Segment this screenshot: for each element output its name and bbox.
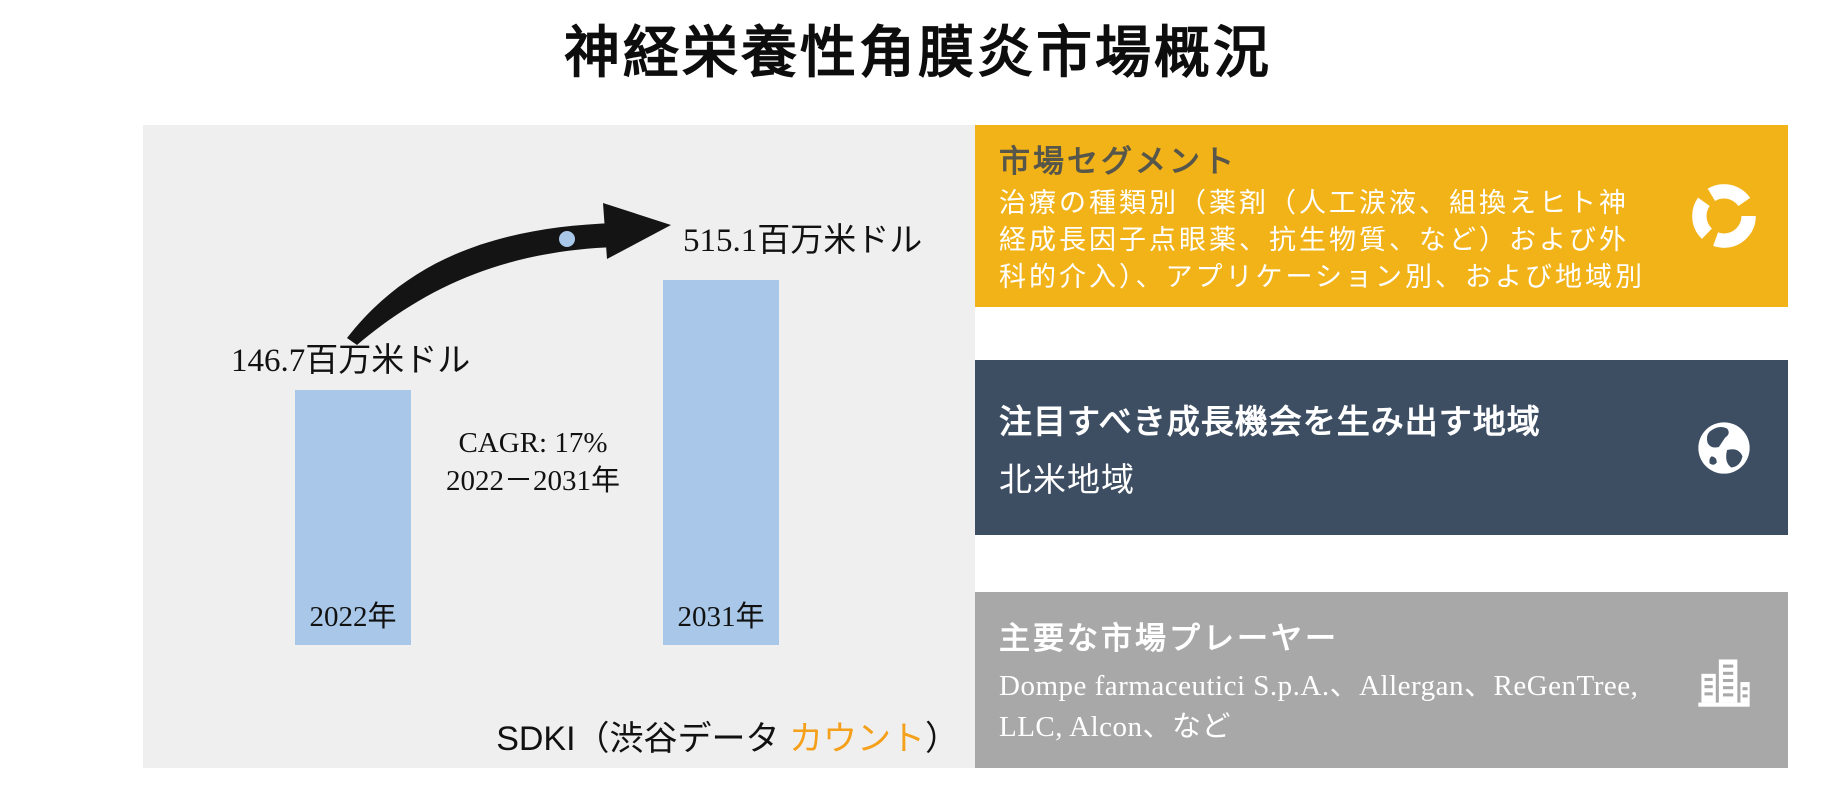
building-tower-right bbox=[1740, 682, 1750, 703]
donut-chart-icon-svg bbox=[1692, 184, 1756, 248]
bar-2031-category-label: 2031年 bbox=[677, 601, 765, 633]
globe-land-south bbox=[1709, 455, 1717, 465]
source-prefix: SDKI（渋谷データ bbox=[496, 720, 789, 758]
building-base bbox=[1698, 702, 1750, 707]
bar-2031-value-label: 515.1百万米ドル bbox=[683, 223, 923, 259]
cagr-annotation: CAGR: 17% 2022－2031年 bbox=[383, 425, 683, 500]
bar-2022-category-label: 2022年 bbox=[309, 601, 397, 633]
globe-land-east bbox=[1726, 448, 1743, 467]
growth-arrow-head bbox=[603, 203, 671, 259]
market-players-text: 主要な市場プレーヤー Dompe farmaceutici S.p.A.、All… bbox=[975, 605, 1660, 755]
market-segment-text: 市場セグメント 治療の種類別（薬剤（人工涙液、組換えヒト神経成長因子点眼薬、抗生… bbox=[975, 128, 1660, 305]
market-players-body: Dompe farmaceutici S.p.A.、Allergan、ReGen… bbox=[999, 669, 1639, 743]
buildings-icon bbox=[1660, 641, 1788, 719]
arrow-dot bbox=[559, 231, 575, 247]
growth-arrow-shaft bbox=[347, 223, 615, 345]
market-segment-body: 治療の種類別（薬剤（人工涙液、組換えヒト神経成長因子点眼薬、抗生物質、など）およ… bbox=[999, 187, 1645, 293]
market-segment-heading: 市場セグメント bbox=[999, 143, 1237, 179]
building-windows bbox=[1704, 664, 1748, 698]
source-suffix: ） bbox=[925, 720, 959, 758]
bar-2022: 2022年 bbox=[295, 390, 411, 645]
globe-land-west bbox=[1706, 426, 1729, 447]
market-segment-panel: 市場セグメント 治療の種類別（薬剤（人工涙液、組換えヒト神経成長因子点眼薬、抗生… bbox=[975, 125, 1788, 307]
cagr-line2: 2022－2031年 bbox=[445, 464, 620, 497]
market-size-chart: 146.7百万米ドル 515.1百万米ドル 2022年 2031年 CAGR: … bbox=[143, 125, 975, 768]
growth-region-body: 北米地域 bbox=[999, 462, 1135, 499]
globe-icon bbox=[1660, 409, 1788, 487]
cagr-line1: CAGR: 17% bbox=[458, 427, 608, 459]
market-players-panel: 主要な市場プレーヤー Dompe farmaceutici S.p.A.、All… bbox=[975, 592, 1788, 768]
source-highlight: カウント bbox=[789, 720, 925, 758]
source-attribution: SDKI（渋谷データ カウント） bbox=[496, 711, 959, 760]
growth-region-text: 注目すべき成長機会を生み出す地域 北米地域 bbox=[975, 387, 1660, 509]
globe-icon-svg bbox=[1698, 421, 1750, 474]
bar-2022-value-label: 146.7百万米ドル bbox=[231, 343, 471, 379]
donut-ring bbox=[1692, 184, 1756, 248]
donut-chart-icon bbox=[1660, 177, 1788, 255]
page-title: 神経栄養性角膜炎市場概況 bbox=[564, 23, 1272, 85]
market-players-heading: 主要な市場プレーヤー bbox=[999, 620, 1339, 656]
buildings-icon-svg bbox=[1698, 659, 1750, 707]
building-tower-left bbox=[1701, 673, 1716, 703]
growth-arrow bbox=[347, 203, 671, 345]
bar-2031: 2031年 bbox=[663, 280, 779, 645]
growth-region-heading: 注目すべき成長機会を生み出す地域 bbox=[999, 404, 1541, 441]
growth-region-panel: 注目すべき成長機会を生み出す地域 北米地域 bbox=[975, 360, 1788, 535]
